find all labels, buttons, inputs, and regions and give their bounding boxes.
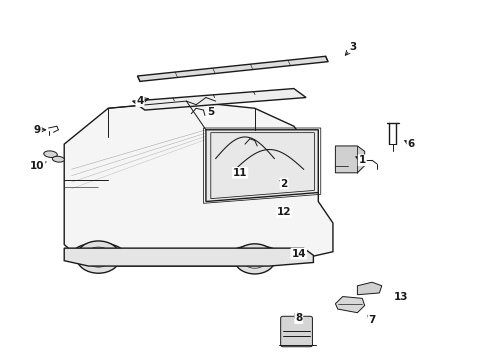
Circle shape <box>76 241 121 273</box>
Polygon shape <box>335 297 365 313</box>
Text: 7: 7 <box>368 315 376 325</box>
Polygon shape <box>138 56 328 81</box>
Ellipse shape <box>52 156 64 162</box>
Ellipse shape <box>44 151 57 157</box>
Text: 6: 6 <box>408 139 415 149</box>
Text: 5: 5 <box>207 107 215 117</box>
Polygon shape <box>64 101 333 266</box>
Text: 10: 10 <box>30 161 45 171</box>
Text: 11: 11 <box>233 168 247 178</box>
Text: 2: 2 <box>280 179 288 189</box>
Polygon shape <box>133 89 306 110</box>
FancyBboxPatch shape <box>281 316 313 347</box>
Text: 1: 1 <box>359 155 366 165</box>
Text: 3: 3 <box>349 42 356 52</box>
Text: 13: 13 <box>394 292 409 302</box>
Text: 8: 8 <box>295 313 302 323</box>
Text: 14: 14 <box>292 248 306 258</box>
Text: 4: 4 <box>136 96 144 106</box>
Text: 9: 9 <box>34 125 41 135</box>
Polygon shape <box>335 146 365 173</box>
Circle shape <box>234 244 275 274</box>
Polygon shape <box>357 282 382 295</box>
Polygon shape <box>206 130 318 202</box>
Text: 12: 12 <box>277 207 292 217</box>
Polygon shape <box>64 248 314 266</box>
